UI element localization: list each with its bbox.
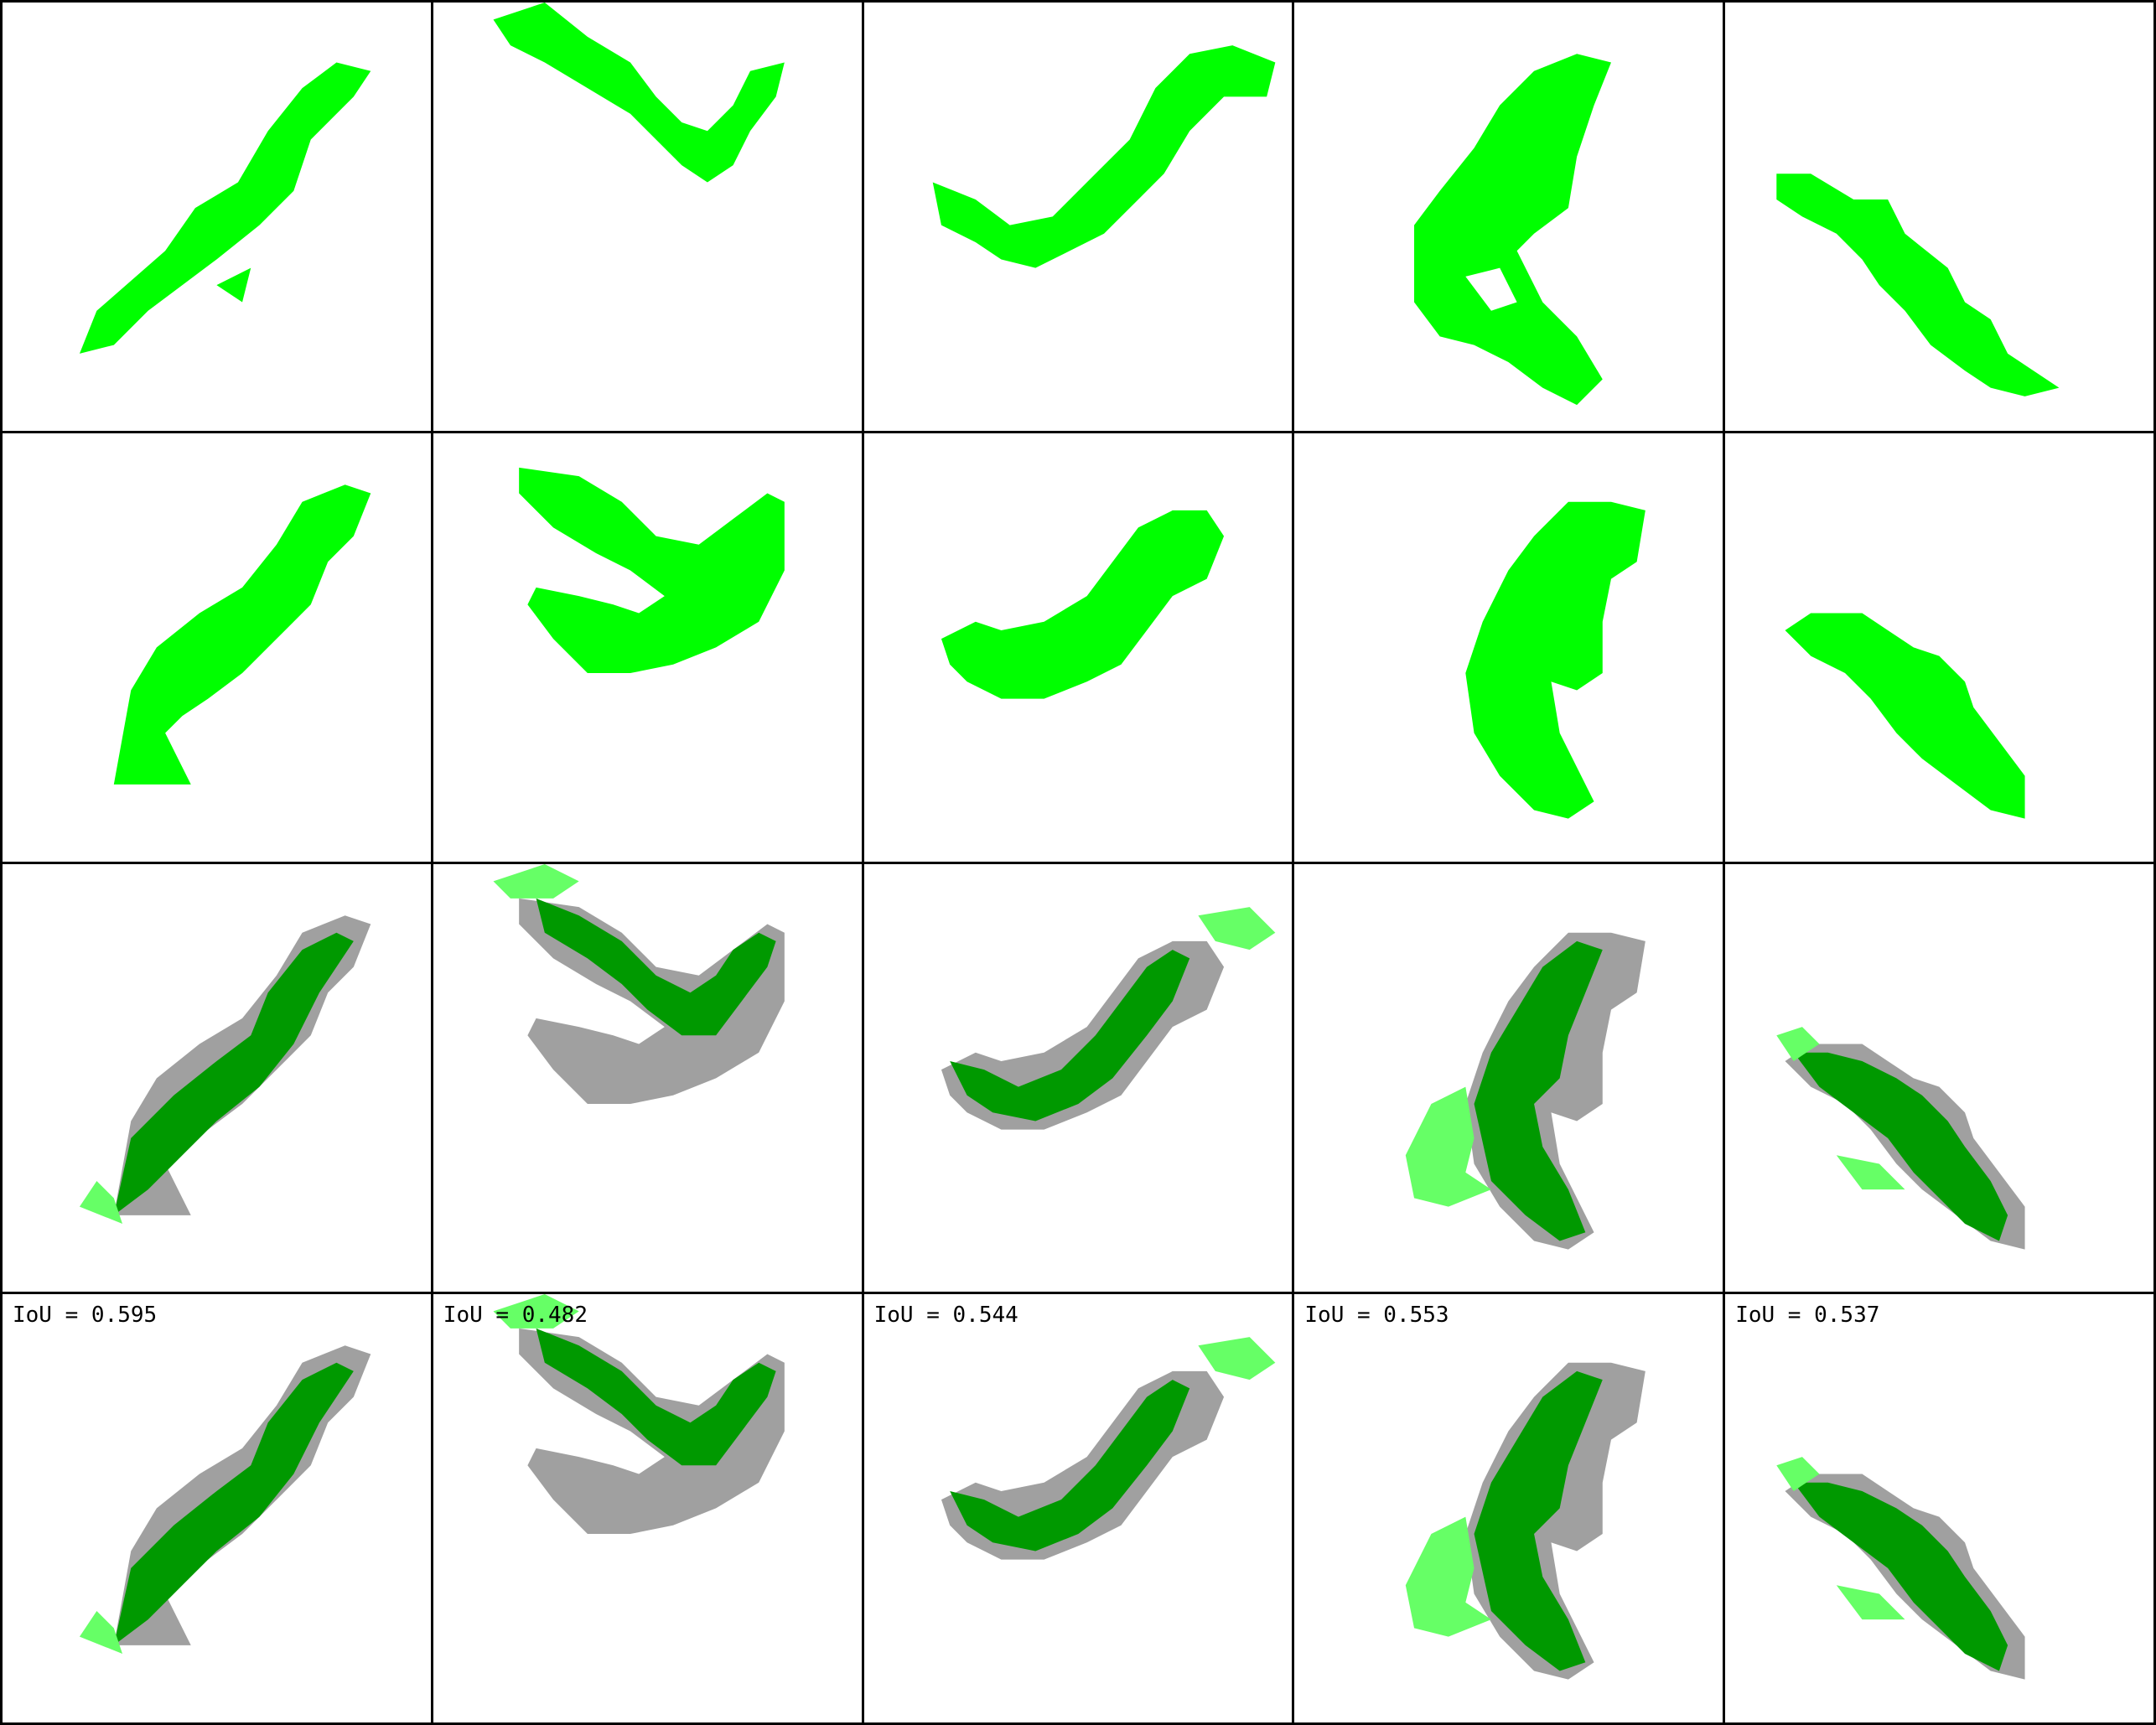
overlay-image: [1406, 1362, 1646, 1680]
prediction-mask-panel-4: [1294, 433, 1726, 864]
overlay-image: [1776, 1457, 2025, 1680]
sample-mask-image: [932, 45, 1275, 268]
sample-mask-image: [79, 62, 371, 354]
iou-panel-4: IoU = 0.553: [1294, 1294, 1726, 1725]
overlay-panel-1: [3, 863, 433, 1295]
prediction-mask-image: [1785, 613, 2025, 819]
overlay-image: [941, 906, 1275, 1130]
sample-mask-panel-4: [1294, 3, 1726, 433]
sample-mask-panel-5: [1725, 3, 2156, 433]
iou-panel-1: IoU = 0.595: [3, 1294, 433, 1725]
iou-panel-3: IoU = 0.544: [863, 1294, 1295, 1725]
overlay-panel-4: [1294, 863, 1726, 1295]
prediction-mask-image: [113, 484, 371, 785]
overlay-image: [1776, 1026, 2025, 1250]
sample-mask-panel-1: [3, 3, 433, 433]
sample-mask-image: [1414, 54, 1612, 406]
overlay-image: [941, 1337, 1275, 1560]
prediction-mask-panel-3: [863, 433, 1295, 864]
prediction-mask-image: [518, 467, 785, 673]
prediction-mask-panel-5: [1725, 433, 2156, 864]
iou-label: IoU = 0.482: [443, 1303, 588, 1329]
overlay-image: [493, 863, 785, 1104]
sample-mask-panel-3: [863, 3, 1295, 433]
overlay-panel-2: [433, 863, 864, 1295]
iou-panel-5: IoU = 0.537: [1725, 1294, 2156, 1725]
sample-mask-image: [493, 3, 785, 183]
iou-label: IoU = 0.553: [1304, 1303, 1449, 1329]
sample-mask-image: [1776, 174, 2060, 396]
overlay-image: [79, 914, 371, 1224]
sample-mask-panel-2: [433, 3, 864, 433]
overlay-image: [79, 1345, 371, 1655]
iou-label: IoU = 0.544: [873, 1303, 1018, 1329]
iou-label: IoU = 0.595: [13, 1303, 158, 1329]
overlay-image: [493, 1294, 785, 1535]
prediction-mask-image: [1465, 501, 1646, 819]
prediction-mask-panel-1: [3, 433, 433, 864]
iou-panel-2: IoU = 0.482: [433, 1294, 864, 1725]
overlay-panel-3: [863, 863, 1295, 1295]
prediction-mask-image: [941, 510, 1224, 699]
overlay-image: [1406, 932, 1646, 1250]
iou-label: IoU = 0.537: [1735, 1303, 1880, 1329]
prediction-mask-panel-2: [433, 433, 864, 864]
overlay-panel-5: [1725, 863, 2156, 1295]
